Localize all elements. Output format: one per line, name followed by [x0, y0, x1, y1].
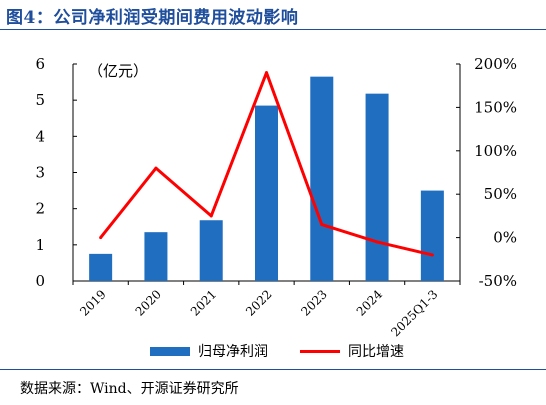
legend-label-net-profit: 归母净利润: [198, 343, 268, 360]
point-yoy-2023: [320, 223, 324, 227]
point-yoy-2021: [209, 214, 213, 218]
x-category-label: 2024: [354, 287, 386, 319]
chart: 0 1 2 3 4 5 6 -50% 0% 50% 100% 150% 200% （亿元） 2019 2020…: [35, 55, 517, 360]
bar-net-profit-2020: [144, 232, 168, 281]
source-note: 数据来源：Wind、开源证券研究所: [20, 381, 239, 397]
bar-net-profit-2022: [255, 105, 278, 281]
right-tick-label: 150%: [474, 98, 517, 116]
right-tick-label: 100%: [474, 142, 517, 160]
bar-net-profit-2021: [199, 220, 223, 281]
bar-net-profit-2025Q1-3: [420, 190, 444, 281]
left-tick-label: 1: [35, 236, 45, 254]
point-yoy-2020: [154, 166, 158, 170]
left-tick-label: 6: [35, 55, 45, 73]
point-yoy-2024: [375, 240, 379, 244]
point-yoy-2022: [265, 71, 268, 75]
right-tick-label: 0%: [493, 229, 517, 247]
legend-label-yoy-growth: 同比增速: [348, 344, 404, 360]
right-tick-label: -50%: [479, 272, 517, 290]
point-yoy-2025Q1-3: [430, 253, 434, 257]
figure-title: 图4：公司净利润受期间费用波动影响: [6, 8, 299, 28]
right-tick-label: 50%: [484, 185, 517, 203]
title-divider: [0, 29, 546, 30]
left-tick-label: 0: [35, 272, 45, 290]
bar-net-profit-2023: [310, 76, 334, 282]
x-category-label: 2020: [133, 287, 164, 318]
left-tick-label: 2: [35, 200, 45, 218]
x-category-label: 2023: [298, 287, 329, 318]
x-category-label: 2019: [77, 287, 108, 318]
left-tick-label: 3: [35, 164, 45, 182]
x-category-label: 2021: [188, 287, 219, 318]
source-divider: [0, 369, 546, 370]
x-category-label: 2022: [243, 287, 274, 318]
left-axis-unit: （亿元）: [88, 62, 148, 80]
point-yoy-2019: [99, 236, 103, 240]
x-category-label: 2025Q1-3: [388, 287, 440, 339]
bar-net-profit-2019: [89, 253, 113, 281]
right-tick-label: 200%: [474, 55, 517, 73]
left-tick-label: 5: [35, 91, 45, 109]
bar-net-profit-2024: [365, 93, 389, 281]
left-tick-label: 4: [35, 127, 45, 145]
legend-swatch-net-profit: [150, 347, 190, 356]
